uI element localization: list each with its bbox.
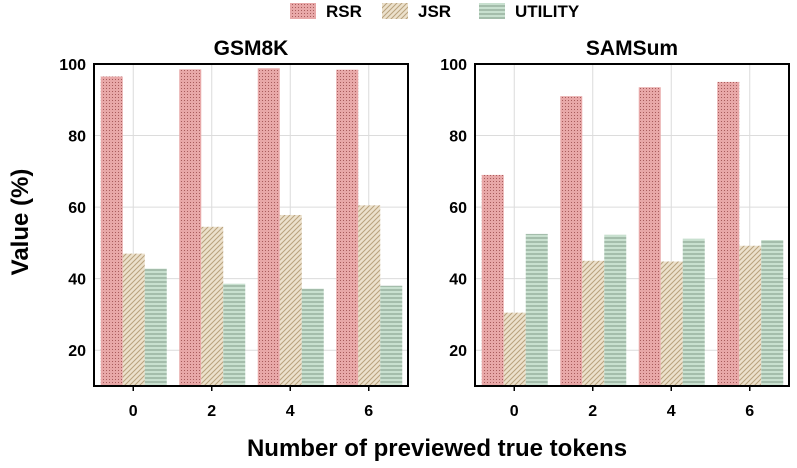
legend-swatch-utility (479, 3, 505, 19)
panel-title-samsum: SAMSum (586, 37, 678, 60)
y-tick-label: 40 (68, 272, 86, 289)
bar-jsr-6 (358, 205, 381, 386)
x-tick-label: 4 (667, 403, 676, 420)
x-tick-labels: 0 2 4 6 (510, 386, 754, 420)
y-tick-label: 20 (68, 343, 86, 360)
bar-utility-4 (301, 288, 324, 386)
y-tick-label: 100 (59, 57, 86, 74)
bar-rsr-2 (560, 96, 583, 386)
y-tick-label: 100 (440, 57, 467, 74)
x-tick-label: 2 (588, 403, 597, 420)
bar-jsr-0 (122, 253, 145, 386)
y-tick-label: 40 (449, 272, 467, 289)
legend-label-rsr: RSR (326, 2, 362, 21)
plot-frame (93, 63, 409, 387)
bar-rsr-0 (100, 76, 123, 387)
bar-jsr-4 (660, 261, 683, 386)
x-axis-label: Number of previewed true tokens (247, 435, 627, 462)
bar-utility-0 (144, 268, 167, 386)
panel-samsum: SAMSum 20 40 60 80 100 0 2 4 6 (440, 37, 790, 420)
bar-jsr-4 (279, 214, 302, 386)
legend-swatch-jsr (382, 3, 408, 19)
bar-rsr-6 (717, 81, 740, 386)
y-tick-label: 20 (449, 343, 467, 360)
bar-utility-2 (223, 283, 246, 386)
x-tick-label: 0 (129, 403, 138, 420)
bar-jsr-6 (739, 245, 762, 386)
y-tick-label: 60 (68, 200, 86, 217)
bar-utility-2 (604, 234, 627, 386)
x-tick-label: 0 (510, 403, 519, 420)
bar-rsr-4 (638, 87, 661, 386)
y-axis-label: Value (%) (7, 169, 34, 276)
x-tick-label: 6 (364, 403, 373, 420)
bar-rsr-6 (336, 69, 359, 386)
bar-rsr-2 (179, 69, 202, 387)
x-tick-label: 6 (745, 403, 754, 420)
bar-group (100, 68, 403, 387)
legend-label-utility: UTILITY (515, 2, 580, 21)
y-tick-label: 80 (68, 129, 86, 146)
bar-jsr-0 (503, 312, 526, 386)
bar-utility-6 (761, 240, 784, 386)
bar-utility-0 (525, 233, 548, 386)
y-tick-label: 60 (449, 200, 467, 217)
panel-title-gsm8k: GSM8K (214, 37, 289, 60)
bar-rsr-0 (481, 174, 504, 386)
bar-group (481, 81, 784, 386)
legend-swatch-rsr (290, 3, 316, 19)
bar-jsr-2 (582, 260, 605, 386)
plot-frame (474, 63, 790, 387)
x-tick-labels: 0 2 4 6 (129, 386, 373, 420)
x-tick-label: 4 (286, 403, 295, 420)
bar-jsr-2 (201, 226, 224, 386)
legend-label-jsr: JSR (418, 2, 451, 21)
bar-utility-4 (682, 238, 705, 386)
panel-gsm8k: GSM8K 20 40 60 80 100 0 2 4 6 (59, 37, 409, 420)
legend: RSR JSR UTILITY (290, 2, 580, 21)
bar-utility-6 (380, 285, 403, 386)
y-tick-labels: 20 40 60 80 100 (59, 57, 86, 360)
x-tick-label: 2 (207, 403, 216, 420)
bar-rsr-4 (257, 68, 280, 386)
y-tick-label: 80 (449, 129, 467, 146)
y-tick-labels: 20 40 60 80 100 (440, 57, 467, 360)
